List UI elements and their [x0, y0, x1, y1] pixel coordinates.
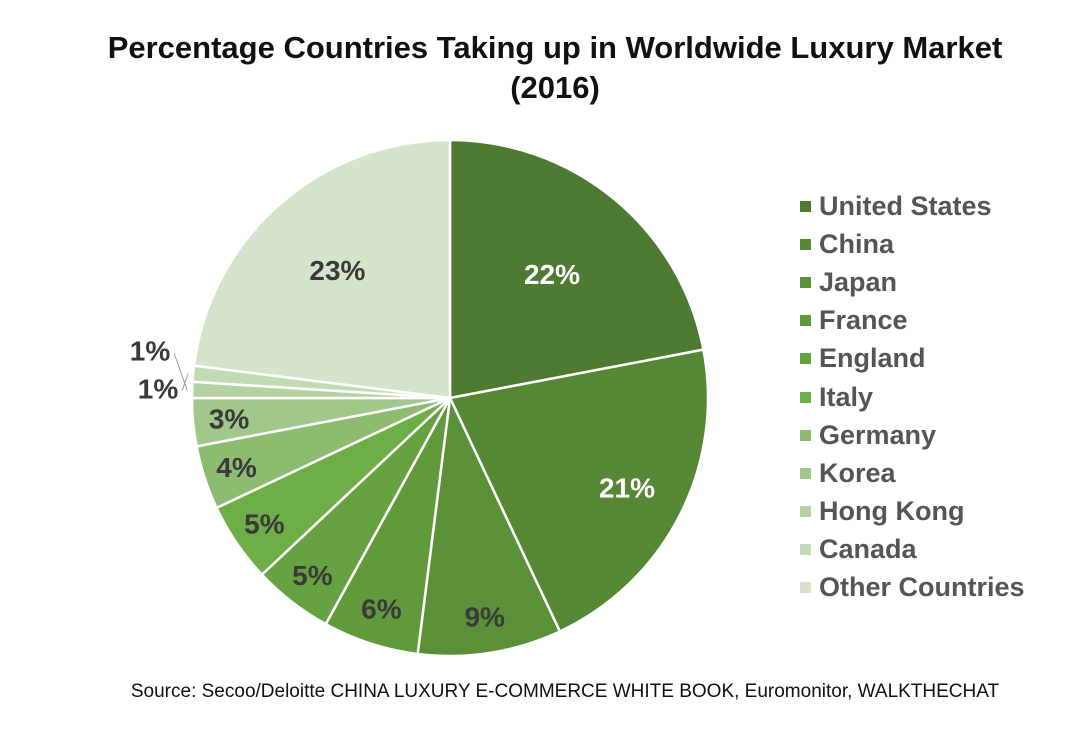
pie-slice-united-states	[448, 138, 705, 400]
legend-swatch	[800, 582, 811, 594]
legend-label: Korea	[819, 457, 896, 488]
legend-label: France	[819, 305, 908, 336]
pie-slice-other-countries	[192, 138, 452, 400]
legend-item-germany: Germany	[800, 416, 1025, 454]
chart-title: Percentage Countries Taking up in Worldw…	[0, 28, 1080, 108]
legend-swatch	[800, 238, 811, 250]
data-label-china: 21%	[599, 473, 655, 504]
data-label-other-countries: 23%	[309, 255, 365, 286]
data-label-japan: 9%	[464, 602, 505, 633]
pie-slice-japan	[416, 396, 562, 658]
legend-item-italy: Italy	[800, 378, 1025, 416]
legend-item-china: China	[800, 225, 1025, 263]
legend-swatch	[800, 544, 811, 556]
legend-swatch	[800, 391, 811, 403]
legend-swatch	[800, 276, 811, 288]
legend-item-korea: Korea	[800, 454, 1025, 492]
legend-label: Canada	[819, 534, 917, 565]
chart-title-line-1: Percentage Countries Taking up in Worldw…	[107, 30, 1003, 65]
legend-label: England	[819, 343, 926, 374]
legend-item-france: France	[800, 302, 1025, 340]
legend-label: Germany	[819, 419, 937, 450]
legend-item-canada: Canada	[800, 531, 1025, 569]
pie-leader-lines	[173, 352, 189, 392]
pie-slice-china	[448, 348, 710, 633]
legend-item-england: England	[800, 340, 1025, 378]
legend-item-other-countries: Other Countries	[800, 569, 1025, 607]
data-label-england: 5%	[292, 560, 333, 591]
legend-item-japan: Japan	[800, 263, 1025, 301]
legend-label: Japan	[819, 266, 898, 297]
data-label-united-states: 22%	[524, 259, 580, 290]
legend-label: Hong Kong	[819, 496, 965, 527]
legend-swatch	[800, 429, 811, 441]
pie-data-labels: 22% 21% 9% 6% 5%5% 4% 3% 1% 1% 23%	[130, 255, 655, 633]
leader-line-canada	[181, 373, 189, 392]
legend-item-hong-kong: Hong Kong	[800, 493, 1025, 531]
data-label-italy: 5%	[244, 509, 285, 540]
pie-slices	[190, 138, 710, 658]
data-label-hong-kong: 1%	[130, 336, 171, 367]
legend-swatch	[800, 200, 811, 212]
legend-swatch	[800, 467, 811, 479]
legend-label: United States	[819, 190, 992, 221]
legend-label: China	[819, 228, 895, 259]
legend-label: Other Countries	[819, 572, 1025, 603]
legend-swatch	[800, 353, 811, 365]
data-label-canada: 1%	[138, 374, 179, 405]
legend-swatch	[800, 315, 811, 327]
chart-title-line-2: (2016)	[510, 70, 600, 105]
source-note: Source: Secoo/Deloitte CHINA LUXURY E-CO…	[130, 681, 1000, 702]
legend-label: Italy	[819, 381, 874, 412]
legend-swatch	[800, 506, 811, 518]
data-label-korea: 3%	[209, 403, 250, 434]
data-label-germany: 4%	[216, 452, 257, 483]
legend: United States China Japan France England Ital…	[800, 187, 1025, 607]
legend-item-united-states: United States	[800, 187, 1025, 225]
data-label-france: 6%	[361, 594, 402, 625]
